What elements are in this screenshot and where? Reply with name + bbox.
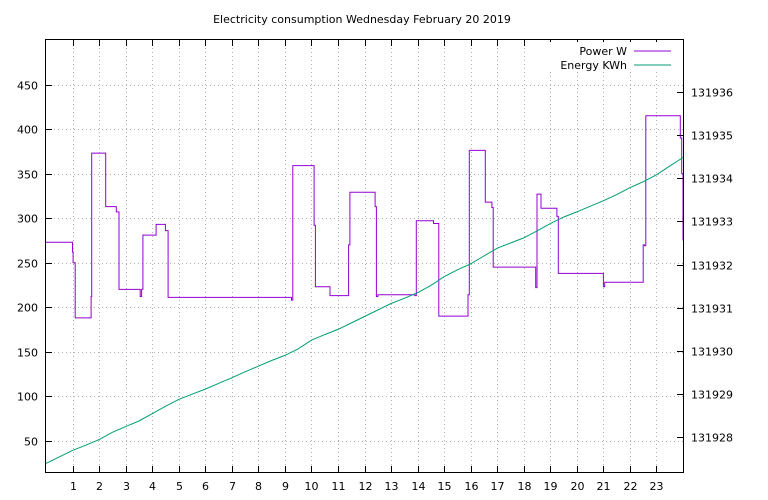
y-tick-label: 450	[17, 80, 38, 93]
x-tick-label: 20	[571, 480, 585, 493]
y-tick-label: 150	[17, 347, 38, 360]
x-tick-label: 22	[624, 480, 638, 493]
legend: Power W Energy KWh	[545, 42, 681, 72]
y2-tick-label: 131932	[691, 260, 733, 273]
x-tick-label: 19	[544, 480, 558, 493]
x-tick-label: 15	[438, 480, 452, 493]
x-tick-label: 14	[412, 480, 426, 493]
y-tick-label: 250	[17, 258, 38, 271]
y-tick-label: 350	[17, 169, 38, 182]
grid	[46, 40, 683, 472]
x-tick-label: 17	[491, 480, 505, 493]
y2-tick-label: 131934	[691, 173, 733, 186]
y2-tick-label: 131931	[691, 303, 733, 316]
y-tick-label: 200	[17, 302, 38, 315]
x-tick-label: 12	[359, 480, 373, 493]
x-tick-label: 7	[229, 480, 236, 493]
x-tick-label: 13	[385, 480, 399, 493]
y2-tick-label: 131929	[691, 389, 733, 402]
x-tick-label: 6	[202, 480, 209, 493]
y-tick-label: 300	[17, 213, 38, 226]
y2-tick-label: 131936	[691, 87, 733, 100]
series-line-energy	[45, 157, 684, 464]
plot-frame	[45, 39, 684, 473]
y-tick-label: 50	[24, 436, 38, 449]
x-tick-label: 18	[518, 480, 532, 493]
x-tick-label: 10	[305, 480, 319, 493]
y2-tick-label: 131933	[691, 216, 733, 229]
y2-tick-label: 131930	[691, 346, 733, 359]
x-tick-label: 1	[70, 480, 77, 493]
legend-label-energy: Energy KWh	[560, 59, 627, 72]
x-tick-label: 8	[255, 480, 262, 493]
y2-tick-label: 131928	[691, 432, 733, 445]
series-layer	[45, 115, 684, 464]
x-tick-label: 16	[465, 480, 479, 493]
y-tick-label: 100	[17, 391, 38, 404]
x-tick-label: 9	[282, 480, 289, 493]
x-tick-label: 2	[96, 480, 103, 493]
legend-background	[545, 42, 681, 72]
legend-label-power: Power W	[579, 45, 627, 58]
y2-tick-label: 131935	[691, 130, 733, 143]
x-tick-label: 23	[650, 480, 664, 493]
chart-title: Electricity consumption Wednesday Februa…	[213, 13, 511, 26]
ticks-layer: 1 2 3 4 5 6 7 8 9 10 11 12 13 14 15 16 17 18 19 20 21 22 23501…	[17, 40, 733, 493]
x-tick-label: 4	[149, 480, 156, 493]
y-tick-label: 400	[17, 124, 38, 137]
series-line-power	[46, 115, 684, 319]
x-tick-label: 11	[332, 480, 346, 493]
x-tick-label: 21	[597, 480, 611, 493]
x-tick-label: 5	[176, 480, 183, 493]
x-tick-label: 3	[123, 480, 130, 493]
